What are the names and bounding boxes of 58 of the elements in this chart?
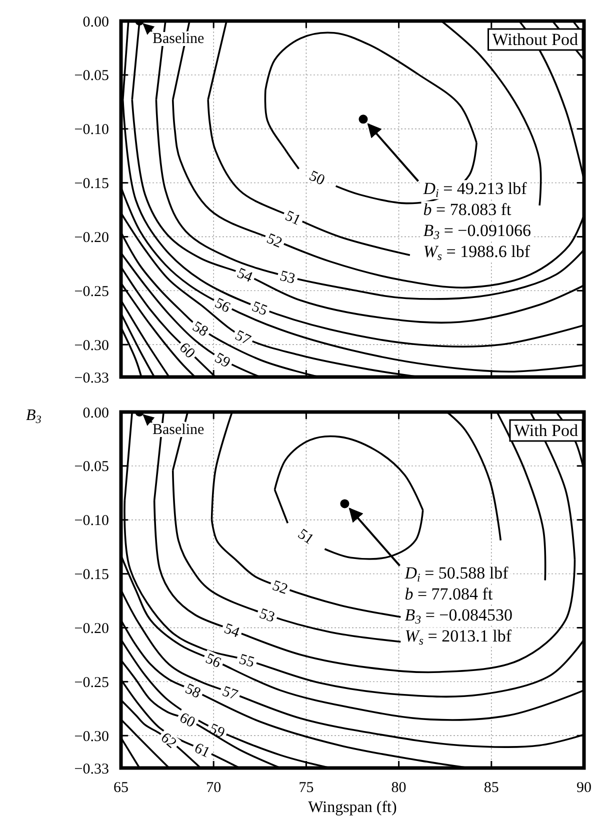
series-label: 53 bbox=[278, 268, 297, 288]
y-tick-label: −0.10 bbox=[74, 122, 109, 138]
x-tick-label: 85 bbox=[484, 780, 499, 796]
y-tick-label: −0.33 bbox=[74, 761, 109, 778]
series-label: 54 bbox=[234, 265, 256, 286]
series-label: 58 bbox=[189, 318, 211, 340]
y-tick-label: −0.15 bbox=[74, 176, 109, 192]
y-tick-label: −0.05 bbox=[74, 68, 109, 84]
text: 50 bbox=[306, 168, 327, 189]
series-label: 55 bbox=[237, 652, 256, 672]
annotation: B$_{3}$ = −0.091066 bbox=[423, 221, 532, 242]
y-tick-label: −0.20 bbox=[74, 230, 109, 246]
text: Without Pod bbox=[492, 30, 578, 49]
y-tick-label: −0.15 bbox=[74, 567, 109, 584]
series-label: 55 bbox=[250, 298, 270, 320]
x-tick-label: 80 bbox=[391, 780, 406, 796]
y-axis-title: B$_{3}$ bbox=[26, 407, 42, 426]
series-label: 61 bbox=[192, 740, 212, 762]
y-tick-label: −0.30 bbox=[74, 728, 109, 745]
series-label: 57 bbox=[220, 684, 240, 704]
series-label: 60 bbox=[176, 340, 198, 362]
x-tick-label: 65 bbox=[114, 780, 128, 796]
annotation: W$_{s}$ = 1988.6 lbf bbox=[423, 242, 530, 264]
annotation: Baseline bbox=[152, 31, 205, 47]
text: With Pod bbox=[514, 421, 578, 440]
series-label: 58 bbox=[182, 681, 203, 702]
y-tick-label: −0.20 bbox=[74, 621, 109, 638]
x-axis-title: Wingspan (ft) bbox=[308, 799, 397, 816]
annotation: Baseline bbox=[152, 422, 205, 438]
series-label: 54 bbox=[222, 620, 242, 642]
y-tick-label: −0.25 bbox=[74, 674, 109, 691]
y-tick-label: −0.05 bbox=[74, 459, 109, 476]
annotation: D$_{i}$ = 50.588 lbf bbox=[404, 564, 509, 585]
annotation: b = 78.083 ft bbox=[423, 200, 512, 220]
series-label: 52 bbox=[264, 230, 284, 252]
series-label: 57 bbox=[232, 328, 254, 349]
y-tick-label: 0.00 bbox=[82, 14, 109, 30]
series-label: 62 bbox=[157, 730, 180, 752]
annotation: B$_{3}$ = −0.084530 bbox=[404, 606, 513, 627]
x-tick-label: 90 bbox=[576, 780, 592, 796]
annotation: D$_{i}$ = 49.213 lbf bbox=[422, 179, 528, 200]
y-tick-label: −0.33 bbox=[74, 370, 109, 386]
annotation: W$_{s}$ = 2013.1 lbf bbox=[404, 626, 512, 648]
x-tick-label: 75 bbox=[298, 780, 314, 796]
y-tick-label: −0.30 bbox=[74, 338, 109, 354]
x-tick-label: 70 bbox=[206, 780, 222, 796]
text: 51 bbox=[294, 526, 316, 548]
series-label: 60 bbox=[176, 710, 198, 732]
series-label: 53 bbox=[257, 606, 277, 626]
annotation: b = 77.084 ft bbox=[404, 584, 493, 604]
series-label: 59 bbox=[212, 350, 233, 372]
series-label: 56 bbox=[202, 650, 224, 672]
series-label: 56 bbox=[212, 295, 234, 317]
series-label: 51 bbox=[282, 208, 303, 229]
y-tick-label: 0.00 bbox=[82, 405, 109, 422]
y-tick-label: −0.10 bbox=[74, 513, 109, 530]
y-tick-label: −0.25 bbox=[74, 284, 109, 300]
series-label: 52 bbox=[270, 578, 290, 598]
